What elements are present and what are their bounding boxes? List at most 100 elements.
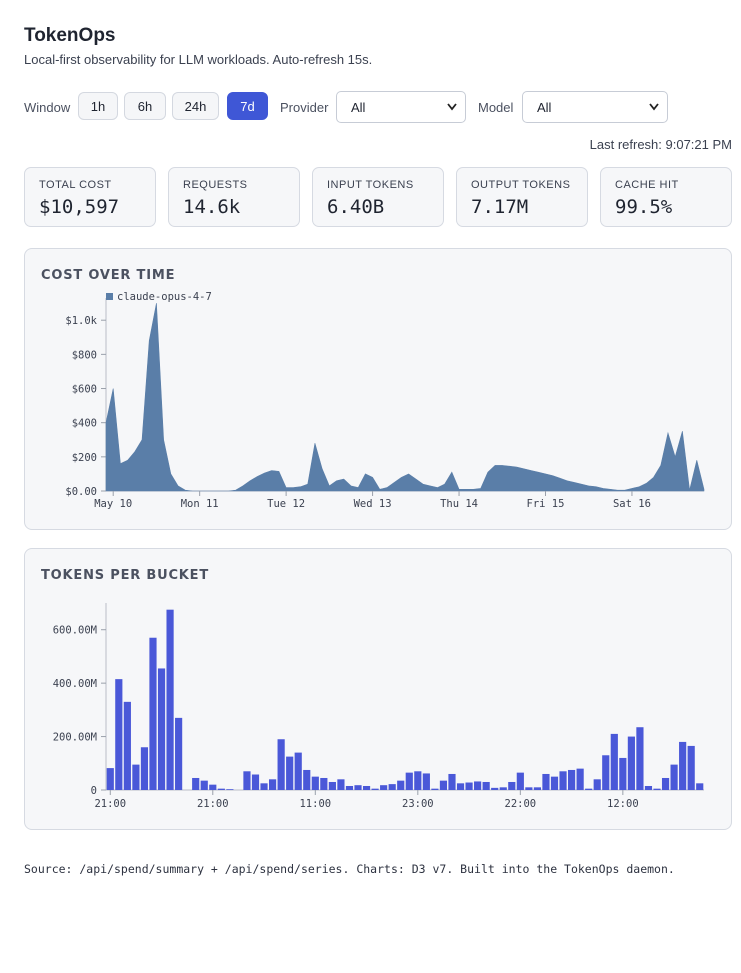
chevron xyxy=(649,103,659,111)
legend-swatch xyxy=(106,293,113,300)
stat-value: 7.17M xyxy=(471,196,529,218)
bar xyxy=(286,756,294,790)
x-tick-label: Tue 12 xyxy=(267,498,305,510)
stat-card: INPUT TOKENS 6.40B xyxy=(312,167,444,227)
window-label: Window xyxy=(24,100,71,115)
bar xyxy=(499,787,507,790)
bar xyxy=(414,771,422,790)
bar xyxy=(670,764,678,790)
bar xyxy=(474,781,482,790)
bar xyxy=(123,701,131,790)
window-button[interactable]: 6h xyxy=(124,92,166,120)
window-button[interactable]: 1h xyxy=(78,92,118,120)
window-button[interactable]: 7d xyxy=(227,92,268,120)
bar xyxy=(687,745,695,790)
bar xyxy=(209,784,217,790)
bar xyxy=(260,783,268,790)
bar xyxy=(337,779,345,790)
bar xyxy=(328,781,336,790)
bar xyxy=(576,768,584,790)
y-tick-label: 400.00M xyxy=(53,678,97,690)
footer: Source: /api/spend/summary + /api/spend/… xyxy=(24,862,675,876)
stat-value: 6.40B xyxy=(327,196,385,218)
bar xyxy=(115,679,123,790)
y-tick-label: $800 xyxy=(72,349,97,361)
bar xyxy=(653,788,661,790)
chart: COST OVER TIME $0.00 $200 $400 $600 $800 $1.0k… xyxy=(41,268,705,510)
stat-label: REQUESTS xyxy=(183,179,248,191)
y-tick-label: 600.00M xyxy=(53,625,97,637)
bar xyxy=(542,773,550,790)
bar xyxy=(157,668,166,790)
stat-card: REQUESTS 14.6k xyxy=(168,167,300,227)
y-tick-label: 0 xyxy=(91,785,97,797)
bar xyxy=(345,785,354,790)
stat-label: INPUT TOKENS xyxy=(327,179,414,191)
x-tick-label: 12:00 xyxy=(607,798,639,810)
model-label: Model xyxy=(478,100,514,115)
x-tick-label: Mon 11 xyxy=(181,498,219,510)
bar xyxy=(465,782,473,790)
bar xyxy=(516,772,524,790)
bar xyxy=(661,777,670,790)
bar xyxy=(627,736,635,790)
bar xyxy=(311,776,319,790)
bar xyxy=(294,752,302,790)
y-tick-label: $1.0k xyxy=(65,315,97,327)
bar xyxy=(482,781,490,790)
x-tick-label: 22:00 xyxy=(505,798,537,810)
stat-label: OUTPUT TOKENS xyxy=(471,179,571,191)
y-tick-label: 200.00M xyxy=(53,732,97,744)
bar xyxy=(132,764,140,790)
bar xyxy=(456,783,465,790)
bar xyxy=(175,717,183,790)
stat-value: $10,597 xyxy=(39,196,120,218)
x-tick-label: 23:00 xyxy=(402,798,434,810)
bar xyxy=(422,773,430,790)
bar xyxy=(388,784,396,790)
bar xyxy=(320,777,328,790)
bar xyxy=(380,785,388,790)
app-subtitle: Local-first observability for LLM worklo… xyxy=(24,52,373,67)
x-tick-label: 11:00 xyxy=(299,798,331,810)
last-refresh: Last refresh: 9:07:21 PM xyxy=(589,137,732,152)
model-select[interactable]: All xyxy=(522,91,668,123)
bar xyxy=(192,777,200,790)
bar xyxy=(268,779,277,790)
model-value: All xyxy=(537,100,552,115)
stat-card: TOTAL COST $10,597 xyxy=(24,167,156,227)
stat-card: OUTPUT TOKENS 7.17M xyxy=(456,167,588,227)
bar xyxy=(508,781,516,790)
bar xyxy=(491,787,499,790)
bar xyxy=(533,787,542,790)
bar xyxy=(585,788,593,790)
bar xyxy=(559,771,567,790)
chart-title: TOKENS PER BUCKET xyxy=(41,568,209,583)
stat-label: TOTAL COST xyxy=(39,179,112,191)
bar xyxy=(602,755,610,790)
bar xyxy=(140,747,149,790)
bar xyxy=(525,787,533,790)
chevron xyxy=(447,103,457,111)
bar xyxy=(448,773,456,790)
x-tick-label: May 10 xyxy=(94,498,132,510)
bar xyxy=(106,768,114,790)
bar xyxy=(226,789,234,790)
bar xyxy=(200,780,208,790)
x-tick-label: Fri 15 xyxy=(527,498,565,510)
chart-panel: TOKENS PER BUCKET 0 200.00M 400.00M 600.00M 2… xyxy=(24,548,732,830)
window-button[interactable]: 24h xyxy=(172,92,219,120)
x-tick-label: 21:00 xyxy=(94,798,126,810)
app-title: TokenOps xyxy=(24,25,116,46)
chart: TOKENS PER BUCKET 0 200.00M 400.00M 600.00M 2… xyxy=(41,568,704,810)
provider-select[interactable]: All xyxy=(336,91,466,123)
bar xyxy=(354,785,362,790)
bar xyxy=(217,788,225,790)
bar xyxy=(166,609,174,790)
bar xyxy=(431,788,439,790)
bar xyxy=(619,757,627,790)
bar xyxy=(362,785,371,790)
y-tick-label: $200 xyxy=(72,452,97,464)
bar xyxy=(405,772,413,790)
